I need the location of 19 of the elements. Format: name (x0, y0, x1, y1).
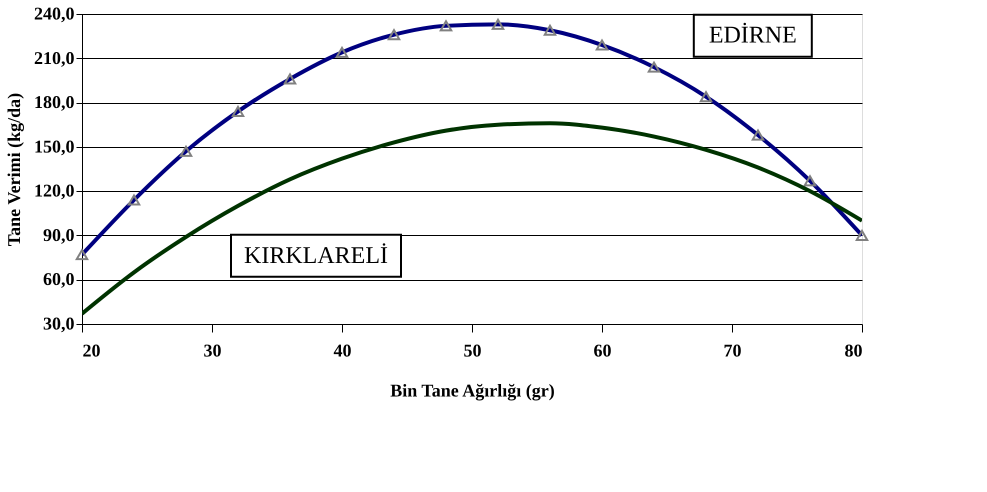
y-tick-label: 120,0 (34, 180, 74, 201)
x-tick-label: 60 (594, 340, 612, 360)
x-axis-title: Bin Tane Ağırlığı (gr) (390, 380, 555, 400)
series-label: KIRKLARELİ (244, 242, 388, 269)
x-tick-label: 70 (724, 340, 742, 360)
x-tick-label: 40 (334, 340, 352, 360)
series-label: EDİRNE (708, 22, 797, 49)
y-tick-label: 90,0 (43, 224, 74, 245)
x-tick-label: 80 (844, 340, 862, 360)
y-axis-title: Tane Verimi (kg/da) (4, 92, 24, 246)
x-tick-label: 20 (82, 340, 100, 360)
y-tick-label: 150,0 (34, 136, 74, 156)
y-tick-label: 30,0 (43, 314, 74, 334)
y-tick-label: 60,0 (43, 269, 74, 290)
x-tick-label: 30 (204, 340, 222, 360)
y-tick-label: 240,0 (34, 4, 74, 24)
y-tick-label: 180,0 (34, 92, 74, 112)
y-tick-label: 210,0 (34, 48, 74, 68)
x-tick-label: 50 (464, 340, 482, 360)
